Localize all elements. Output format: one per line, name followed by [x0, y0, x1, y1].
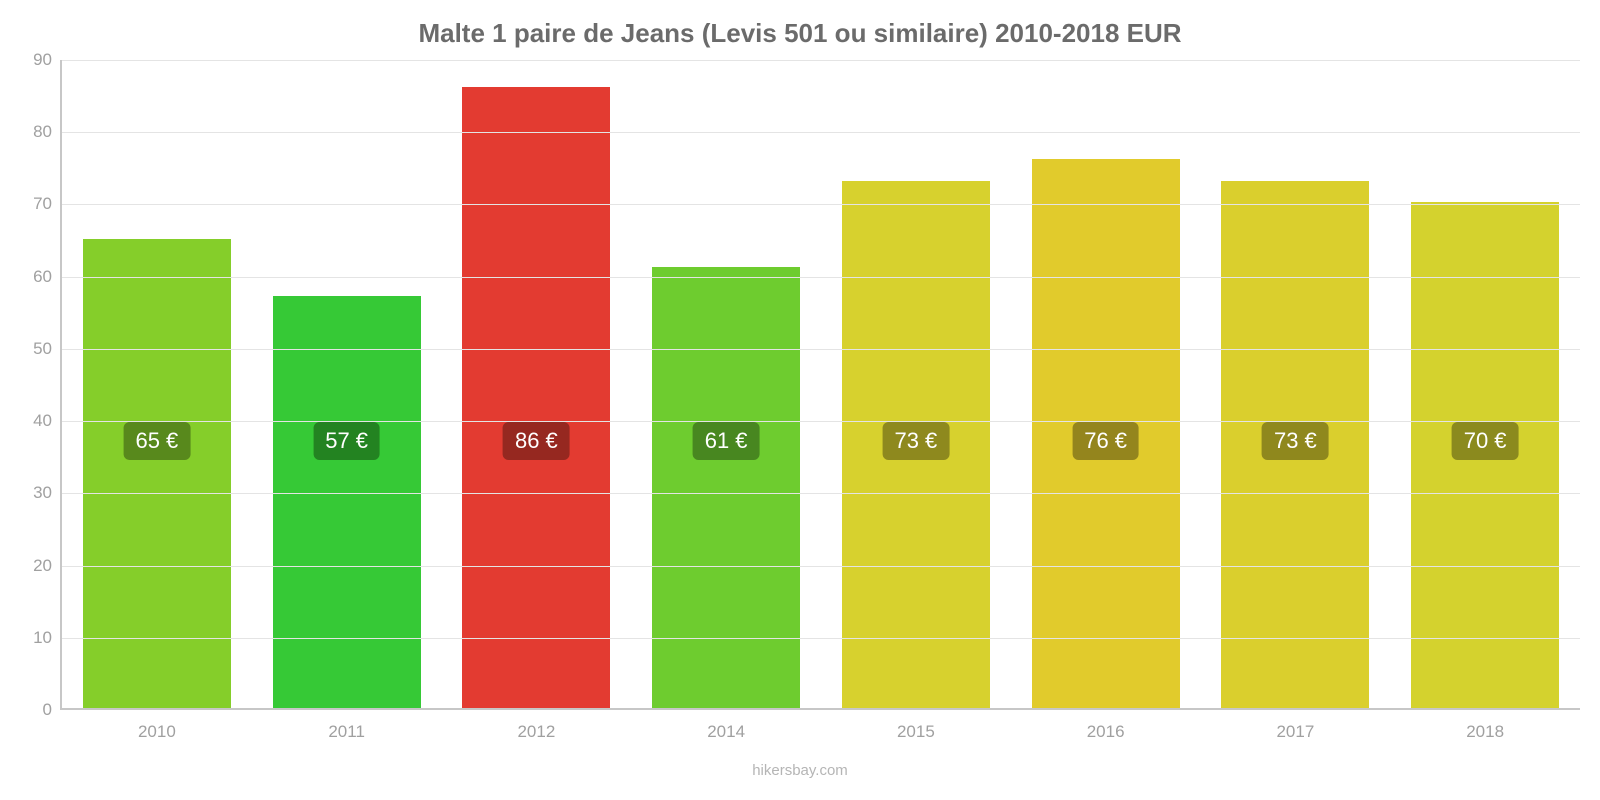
x-tick-label: 2011	[328, 708, 365, 742]
bar-chart: Malte 1 paire de Jeans (Levis 501 ou sim…	[0, 0, 1600, 800]
plot-area: 65 €201057 €201186 €201261 €201473 €2015…	[60, 60, 1580, 710]
bar-value-label: 65 €	[123, 422, 190, 460]
bar-slot: 65 €2010	[62, 60, 252, 708]
grid-line	[62, 60, 1580, 61]
bars-container: 65 €201057 €201186 €201261 €201473 €2015…	[62, 60, 1580, 708]
grid-line	[62, 638, 1580, 639]
y-tick-label: 60	[33, 267, 62, 287]
bar: 86 €	[462, 87, 610, 708]
bar: 61 €	[652, 267, 800, 708]
y-tick-label: 20	[33, 556, 62, 576]
bar: 70 €	[1411, 202, 1559, 708]
x-tick-label: 2017	[1276, 708, 1314, 742]
y-tick-label: 30	[33, 483, 62, 503]
bar-slot: 86 €2012	[442, 60, 632, 708]
bar: 73 €	[842, 181, 990, 708]
x-tick-label: 2018	[1466, 708, 1504, 742]
bar: 73 €	[1221, 181, 1369, 708]
bar-value-label: 73 €	[1262, 422, 1329, 460]
y-tick-label: 50	[33, 339, 62, 359]
bar-value-label: 73 €	[882, 422, 949, 460]
grid-line	[62, 349, 1580, 350]
bar-slot: 76 €2016	[1011, 60, 1201, 708]
grid-line	[62, 421, 1580, 422]
y-tick-label: 90	[33, 50, 62, 70]
x-tick-label: 2012	[517, 708, 555, 742]
grid-line	[62, 566, 1580, 567]
chart-title: Malte 1 paire de Jeans (Levis 501 ou sim…	[0, 18, 1600, 49]
bar: 76 €	[1032, 159, 1180, 708]
x-tick-label: 2016	[1087, 708, 1125, 742]
bar-value-label: 57 €	[313, 422, 380, 460]
x-tick-label: 2010	[138, 708, 176, 742]
grid-line	[62, 277, 1580, 278]
bar-slot: 73 €2015	[821, 60, 1011, 708]
bar-slot: 61 €2014	[631, 60, 821, 708]
bar-slot: 73 €2017	[1201, 60, 1391, 708]
bar: 57 €	[273, 296, 421, 708]
chart-footer: hikersbay.com	[0, 762, 1600, 779]
grid-line	[62, 204, 1580, 205]
bar-slot: 70 €2018	[1390, 60, 1580, 708]
y-tick-label: 40	[33, 411, 62, 431]
y-tick-label: 0	[43, 700, 62, 720]
y-tick-label: 70	[33, 194, 62, 214]
x-tick-label: 2015	[897, 708, 935, 742]
bar-value-label: 86 €	[503, 422, 570, 460]
bar-value-label: 61 €	[693, 422, 760, 460]
y-tick-label: 10	[33, 628, 62, 648]
grid-line	[62, 493, 1580, 494]
bar-slot: 57 €2011	[252, 60, 442, 708]
grid-line	[62, 132, 1580, 133]
x-tick-label: 2014	[707, 708, 745, 742]
bar-value-label: 70 €	[1452, 422, 1519, 460]
y-tick-label: 80	[33, 122, 62, 142]
bar-value-label: 76 €	[1072, 422, 1139, 460]
